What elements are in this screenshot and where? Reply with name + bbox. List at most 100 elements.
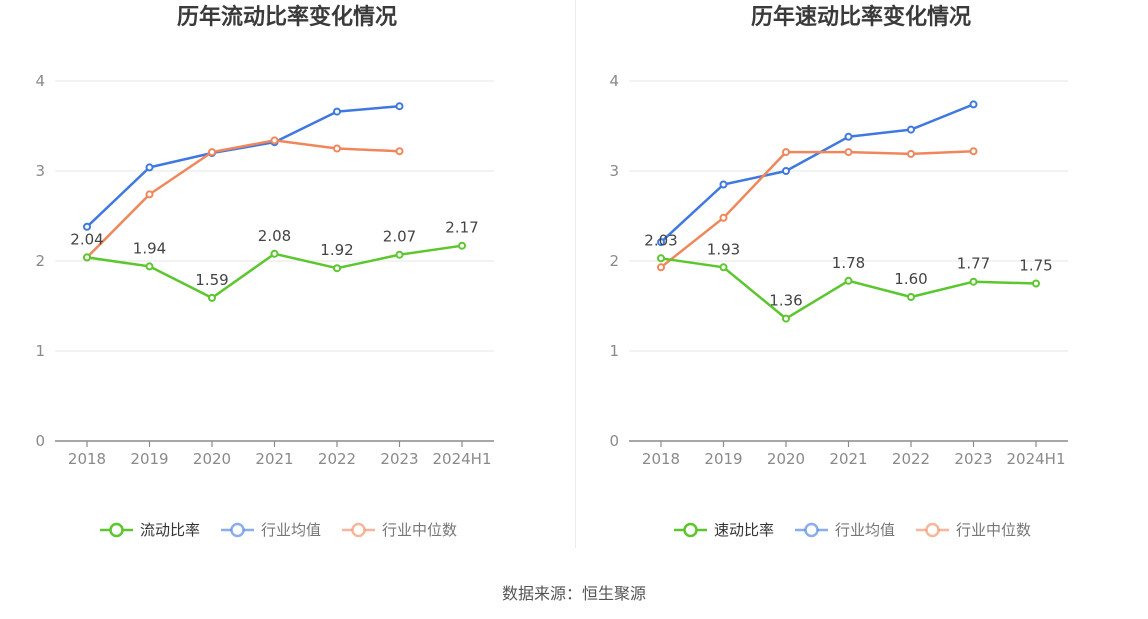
data-label: 1.93 bbox=[707, 240, 740, 258]
y-tick-label: 1 bbox=[609, 342, 619, 360]
data-point-median[interactable] bbox=[844, 148, 853, 157]
data-source-note: 数据来源：恒生聚源 bbox=[501, 584, 646, 603]
x-tick-label: 2023 bbox=[954, 450, 992, 468]
legend-label: 行业中位数 bbox=[956, 521, 1031, 539]
legend-item-avg[interactable]: 行业均值 bbox=[795, 521, 895, 539]
data-label: 1.36 bbox=[769, 292, 802, 310]
data-point-median[interactable] bbox=[719, 213, 728, 222]
legend-marker-icon bbox=[109, 522, 124, 538]
y-tick-label: 0 bbox=[609, 432, 619, 450]
legend-label: 行业中位数 bbox=[382, 521, 457, 539]
data-point-avg[interactable] bbox=[719, 180, 728, 189]
legend-label: 行业均值 bbox=[835, 521, 895, 539]
data-point-main[interactable] bbox=[657, 254, 665, 263]
data-point-main[interactable] bbox=[333, 264, 341, 273]
data-point-median[interactable] bbox=[782, 148, 790, 157]
series-line-avg bbox=[660, 103, 974, 244]
data-point-avg[interactable] bbox=[145, 163, 154, 172]
data-label: 2.08 bbox=[258, 227, 291, 245]
legend-label: 流动比率 bbox=[140, 521, 200, 539]
data-point-avg[interactable] bbox=[969, 100, 978, 109]
legend-marker-icon bbox=[351, 522, 366, 538]
data-point-avg[interactable] bbox=[844, 132, 853, 141]
legend-item-avg[interactable]: 行业均值 bbox=[221, 521, 321, 539]
legend-item-median[interactable]: 行业中位数 bbox=[916, 521, 1031, 539]
data-point-median[interactable] bbox=[208, 148, 216, 157]
legend-label: 速动比率 bbox=[714, 521, 774, 539]
data-point-median[interactable] bbox=[145, 190, 154, 199]
legend-item-median[interactable]: 行业中位数 bbox=[342, 521, 457, 539]
data-point-main[interactable] bbox=[907, 293, 915, 301]
data-label: 1.60 bbox=[894, 270, 927, 288]
quick-ratio-chart-panel: 历年速动比率变化情况 0 1 2 3 4 2018 2019 2020 2021 2022 2023… bbox=[574, 0, 1148, 560]
legend-marker-icon bbox=[683, 522, 698, 538]
data-point-median[interactable] bbox=[333, 144, 341, 153]
legend-marker-icon bbox=[925, 522, 940, 538]
data-point-main[interactable] bbox=[83, 253, 91, 262]
data-point-main[interactable] bbox=[844, 276, 853, 285]
data-label: 2.17 bbox=[445, 219, 478, 237]
data-point-main[interactable] bbox=[782, 314, 790, 323]
data-point-main[interactable] bbox=[395, 250, 404, 259]
y-tick-label: 4 bbox=[609, 72, 619, 90]
x-tick-label: 2021 bbox=[829, 450, 867, 468]
x-tick-label: 2022 bbox=[892, 450, 930, 468]
data-point-main[interactable] bbox=[1032, 279, 1040, 288]
y-tick-label: 3 bbox=[35, 162, 45, 180]
data-point-median[interactable] bbox=[270, 136, 279, 145]
data-point-median[interactable] bbox=[969, 147, 978, 156]
y-tick-label: 4 bbox=[35, 72, 45, 90]
data-point-avg[interactable] bbox=[395, 102, 404, 111]
data-label: 2.07 bbox=[383, 228, 416, 246]
data-point-main[interactable] bbox=[270, 249, 279, 258]
data-point-main[interactable] bbox=[208, 293, 216, 302]
data-label: 1.75 bbox=[1019, 257, 1052, 275]
panel-divider bbox=[575, 0, 576, 548]
data-point-avg[interactable] bbox=[907, 125, 915, 134]
x-tick-label: 2023 bbox=[380, 450, 418, 468]
data-label: 1.78 bbox=[832, 254, 865, 272]
data-label: 1.77 bbox=[957, 255, 990, 273]
x-tick-label: 2018 bbox=[68, 450, 106, 468]
data-label: 1.94 bbox=[133, 239, 166, 257]
data-point-main[interactable] bbox=[458, 241, 466, 250]
chart-title: 历年流动比率变化情况 bbox=[176, 5, 397, 30]
x-tick-label: 2019 bbox=[704, 450, 742, 468]
y-tick-label: 3 bbox=[609, 162, 619, 180]
data-point-avg[interactable] bbox=[333, 107, 341, 116]
series-line-avg bbox=[86, 104, 400, 228]
data-point-avg[interactable] bbox=[83, 222, 91, 231]
legend-label: 行业均值 bbox=[261, 521, 321, 539]
legend-item-main[interactable]: 流动比率 bbox=[100, 521, 200, 539]
quick-ratio-chart: 0 1 2 3 4 2018 2019 2020 2021 2022 2023 2024H1 2.03 1… bbox=[609, 72, 1068, 539]
data-point-median[interactable] bbox=[657, 263, 665, 272]
data-label: 2.03 bbox=[644, 231, 677, 249]
data-point-median[interactable] bbox=[395, 147, 404, 156]
data-point-main[interactable] bbox=[145, 262, 154, 271]
current-ratio-chart: 0 1 2 3 4 2018 2019 2020 2021 2022 2023 2024H1 2.04 1… bbox=[35, 72, 494, 539]
data-point-avg[interactable] bbox=[657, 238, 665, 247]
series-line-median bbox=[86, 139, 400, 259]
data-point-avg[interactable] bbox=[782, 167, 790, 175]
data-point-median[interactable] bbox=[907, 149, 915, 158]
chart-title: 历年速动比率变化情况 bbox=[750, 5, 971, 30]
data-label: 2.04 bbox=[70, 230, 103, 248]
legend-marker-icon bbox=[804, 522, 819, 538]
legend-item-main[interactable]: 速动比率 bbox=[674, 521, 774, 539]
y-tick-label: 0 bbox=[35, 432, 45, 450]
x-tick-label: 2024H1 bbox=[433, 450, 492, 468]
x-tick-label: 2019 bbox=[130, 450, 168, 468]
legend-marker-icon bbox=[230, 522, 245, 538]
series-line-median bbox=[660, 149, 974, 269]
x-tick-label: 2020 bbox=[193, 450, 231, 468]
y-tick-label: 2 bbox=[35, 252, 45, 270]
x-tick-label: 2024H1 bbox=[1007, 450, 1066, 468]
x-tick-label: 2021 bbox=[255, 450, 293, 468]
data-point-main[interactable] bbox=[969, 277, 978, 286]
y-tick-label: 2 bbox=[609, 252, 619, 270]
data-point-main[interactable] bbox=[719, 263, 728, 272]
data-label: 1.92 bbox=[320, 241, 353, 259]
data-label: 1.59 bbox=[195, 271, 228, 289]
x-tick-label: 2022 bbox=[318, 450, 356, 468]
x-tick-label: 2018 bbox=[642, 450, 680, 468]
